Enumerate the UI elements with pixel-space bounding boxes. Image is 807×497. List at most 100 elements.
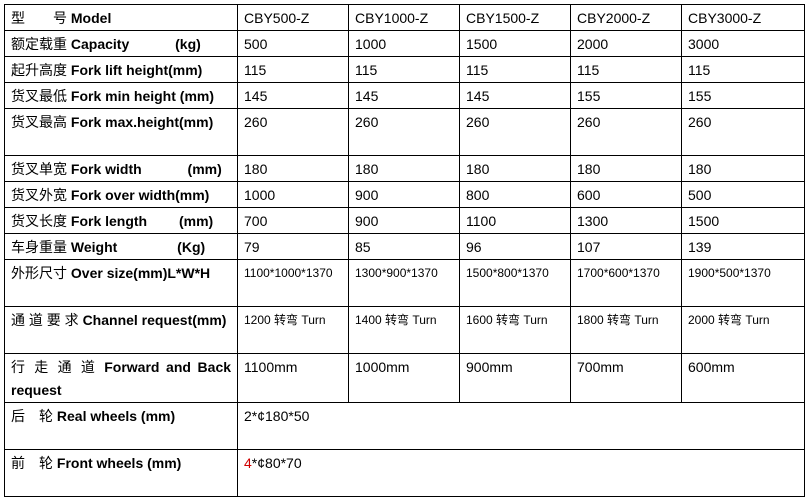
spec-value: 2000 转弯 Turn bbox=[681, 306, 805, 354]
label-cn: 后 轮 bbox=[11, 408, 53, 424]
spec-value: 145 bbox=[459, 82, 571, 109]
spec-value: CBY1500-Z bbox=[459, 4, 571, 31]
row-label: 通 道 要 求 Channel request(mm) bbox=[4, 306, 238, 354]
spec-value: 260 bbox=[348, 108, 460, 156]
spec-value: 115 bbox=[570, 56, 682, 83]
spec-value: 180 bbox=[237, 155, 349, 182]
spec-value: 260 bbox=[681, 108, 805, 156]
label-en: Weight (Kg) bbox=[70, 239, 206, 255]
label-en: Capacity (kg) bbox=[70, 36, 201, 52]
label-cn: 货叉最高 bbox=[11, 114, 67, 130]
spec-value: 4*¢80*70 bbox=[237, 449, 805, 497]
spec-value: CBY2000-Z bbox=[570, 4, 682, 31]
spec-value: 115 bbox=[237, 56, 349, 83]
label-cn: 货叉最低 bbox=[11, 88, 67, 104]
row-label: 额定载重 Capacity (kg) bbox=[4, 30, 238, 57]
spec-value: 260 bbox=[237, 108, 349, 156]
label-cn: 前 轮 bbox=[11, 455, 53, 471]
spec-value: 1500 bbox=[459, 30, 571, 57]
label-cn: 通 道 要 求 bbox=[11, 312, 79, 328]
spec-value: 1300 bbox=[570, 207, 682, 234]
spec-value: 900 bbox=[348, 207, 460, 234]
row-label: 行 走 通 道 Forward and Back request bbox=[4, 353, 238, 403]
label-en: Fork lift height(mm) bbox=[70, 62, 203, 78]
spec-value: 500 bbox=[237, 30, 349, 57]
spec-value: 1100 bbox=[459, 207, 571, 234]
table-row: 型 号 Model CBY500-Z CBY1000-Z CBY1500-Z CBY20… bbox=[4, 4, 805, 31]
spec-value: 115 bbox=[681, 56, 805, 83]
table-row: 外形尺寸 Over size(mm)L*W*H 1100*1000*1370 130… bbox=[4, 259, 805, 307]
row-label: 货叉最低 Fork min height (mm) bbox=[4, 82, 238, 109]
spec-value: 3000 bbox=[681, 30, 805, 57]
label-cn: 额定载重 bbox=[11, 36, 67, 52]
row-label: 货叉外宽 Fork over width(mm) bbox=[4, 181, 238, 208]
label-cn: 车身重量 bbox=[11, 239, 67, 255]
label-en: Front wheels (mm) bbox=[56, 455, 182, 471]
spec-value: 107 bbox=[570, 233, 682, 260]
label-cn: 货叉长度 bbox=[11, 213, 67, 229]
spec-value: 1100*1000*1370 bbox=[237, 259, 349, 307]
spec-value: 1900*500*1370 bbox=[681, 259, 805, 307]
spec-value: 1000 bbox=[348, 30, 460, 57]
row-label: 前 轮 Front wheels (mm) bbox=[4, 449, 238, 497]
spec-value: 85 bbox=[348, 233, 460, 260]
table-row: 货叉长度 Fork length (mm) 700 900 1100 1300 1500 bbox=[4, 207, 805, 234]
spec-value: 260 bbox=[570, 108, 682, 156]
highlight-text: 4 bbox=[244, 455, 252, 471]
table-row: 额定载重 Capacity (kg) 500 1000 1500 2000 3000 bbox=[4, 30, 805, 57]
spec-table: 型 号 Model CBY500-Z CBY1000-Z CBY1500-Z CBY20… bbox=[4, 4, 805, 497]
spec-value: 600mm bbox=[681, 353, 805, 403]
label-en: Forward and Back request bbox=[11, 359, 232, 398]
row-label: 车身重量 Weight (Kg) bbox=[4, 233, 238, 260]
spec-value: 800 bbox=[459, 181, 571, 208]
label-cn: 外形尺寸 bbox=[11, 265, 67, 281]
spec-value: 700mm bbox=[570, 353, 682, 403]
spec-value: CBY1000-Z bbox=[348, 4, 460, 31]
label-en: Fork width (mm) bbox=[70, 161, 222, 177]
row-label: 货叉长度 Fork length (mm) bbox=[4, 207, 238, 234]
label-en: Fork max.height(mm) bbox=[70, 114, 214, 130]
spec-value: 96 bbox=[459, 233, 571, 260]
spec-value: 900 bbox=[348, 181, 460, 208]
label-cn: 起升高度 bbox=[11, 62, 67, 78]
row-label: 后 轮 Real wheels (mm) bbox=[4, 402, 238, 450]
row-label: 型 号 Model bbox=[4, 4, 238, 31]
table-row: 货叉最低 Fork min height (mm) 145 145 145 155 155 bbox=[4, 82, 805, 109]
spec-value: 1400 转弯 Turn bbox=[348, 306, 460, 354]
spec-value: 115 bbox=[459, 56, 571, 83]
row-label: 起升高度 Fork lift height(mm) bbox=[4, 56, 238, 83]
spec-value: 1100mm bbox=[237, 353, 349, 403]
table-row: 前 轮 Front wheels (mm) 4*¢80*70 bbox=[4, 449, 805, 497]
label-cn: 行 走 通 道 bbox=[11, 359, 98, 375]
spec-text: *¢80*70 bbox=[251, 455, 302, 471]
label-en: Real wheels (mm) bbox=[56, 408, 176, 424]
spec-value: 600 bbox=[570, 181, 682, 208]
spec-value: 1300*900*1370 bbox=[348, 259, 460, 307]
spec-value: 115 bbox=[348, 56, 460, 83]
label-en: Fork length (mm) bbox=[70, 213, 214, 229]
spec-value: CBY3000-Z bbox=[681, 4, 805, 31]
spec-value: 260 bbox=[459, 108, 571, 156]
spec-value: 180 bbox=[570, 155, 682, 182]
spec-value: 900mm bbox=[459, 353, 571, 403]
table-row: 后 轮 Real wheels (mm) 2*¢180*50 bbox=[4, 402, 805, 450]
table-row: 货叉外宽 Fork over width(mm) 1000 900 800 600 500 bbox=[4, 181, 805, 208]
spec-value: 1000 bbox=[237, 181, 349, 208]
row-label: 外形尺寸 Over size(mm)L*W*H bbox=[4, 259, 238, 307]
spec-value: 1000mm bbox=[348, 353, 460, 403]
label-en: Over size(mm)L*W*H bbox=[70, 265, 211, 281]
label-en: Fork over width(mm) bbox=[70, 187, 210, 203]
spec-value: 180 bbox=[348, 155, 460, 182]
spec-value: 700 bbox=[237, 207, 349, 234]
spec-value: 1800 转弯 Turn bbox=[570, 306, 682, 354]
row-label: 货叉最高 Fork max.height(mm) bbox=[4, 108, 238, 156]
label-en: Channel request(mm) bbox=[82, 312, 227, 328]
label-cn: 货叉单宽 bbox=[11, 161, 67, 177]
spec-value: 145 bbox=[237, 82, 349, 109]
row-label: 货叉单宽 Fork width (mm) bbox=[4, 155, 238, 182]
spec-value: 79 bbox=[237, 233, 349, 260]
table-row: 车身重量 Weight (Kg) 79 85 96 107 139 bbox=[4, 233, 805, 260]
spec-value: 1600 转弯 Turn bbox=[459, 306, 571, 354]
spec-value: 1500 bbox=[681, 207, 805, 234]
spec-value: 180 bbox=[681, 155, 805, 182]
